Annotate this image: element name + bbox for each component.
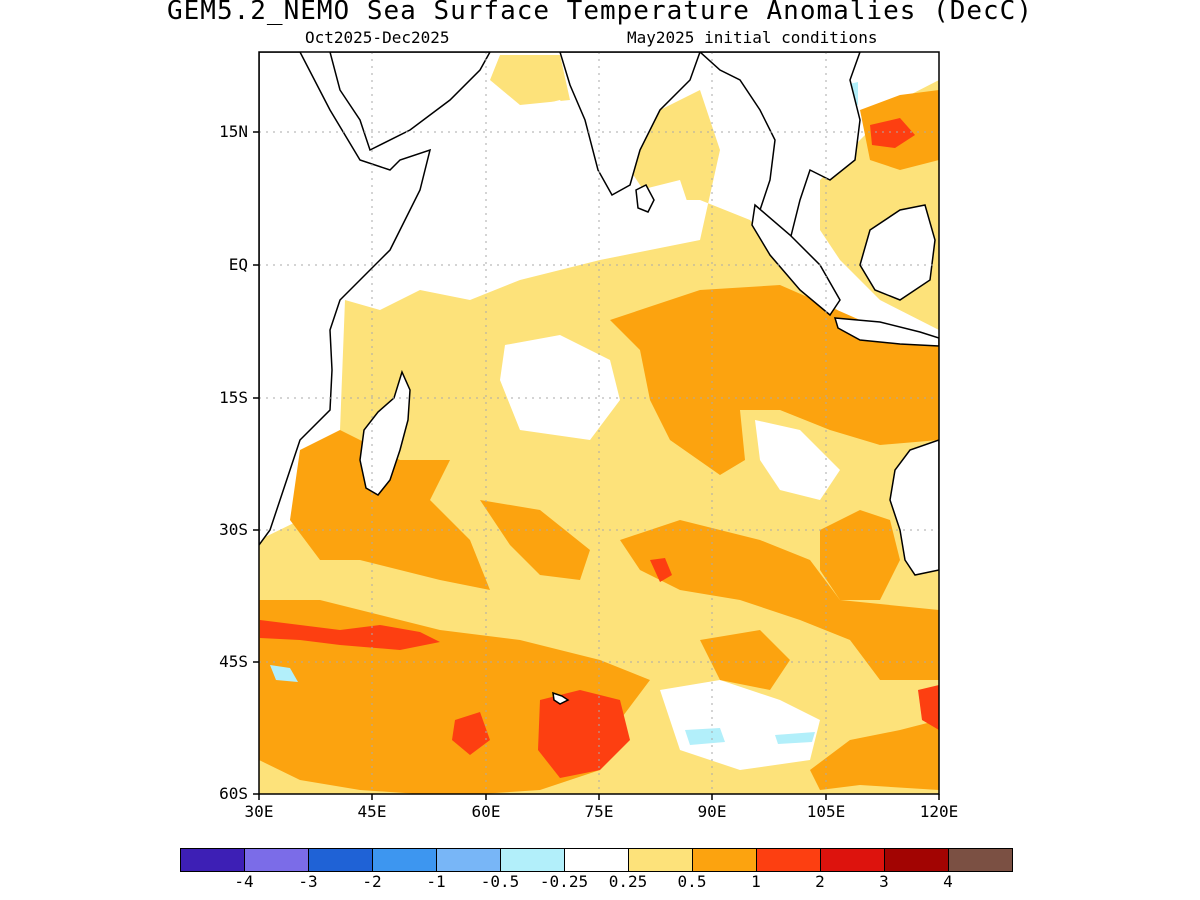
colorbar-label: 3	[879, 872, 889, 891]
colorbar-swatch	[821, 849, 885, 871]
lon-label-30e: 30E	[244, 802, 274, 821]
lon-label-60e: 60E	[471, 802, 501, 821]
lon-label-45e: 45E	[357, 802, 387, 821]
colorbar	[180, 848, 1013, 872]
colorbar-swatch	[373, 849, 437, 871]
kerguelen-island	[552, 691, 570, 705]
colorbar-swatch	[309, 849, 373, 871]
initial-conditions: May2025 initial conditions	[627, 28, 878, 47]
anomaly-region-moderate	[820, 510, 900, 600]
colorbar-swatch	[501, 849, 565, 871]
axis-ticks	[253, 131, 940, 800]
lon-label-75e: 75E	[584, 802, 614, 821]
anomaly-region-neutral	[660, 680, 820, 770]
sumatra-landmass	[751, 203, 841, 317]
colorbar-label: -2	[362, 872, 382, 891]
madagascar-landmass	[359, 369, 411, 496]
anomaly-region-moderate	[810, 720, 939, 790]
colorbar-label: -1	[426, 872, 446, 891]
map-title: GEM5.2_NEMO Sea Surface Temperature Anom…	[167, 0, 1033, 26]
colorbar-label: 1	[751, 872, 761, 891]
colorbar-swatch	[693, 849, 757, 871]
colorbar-label: 4	[943, 872, 953, 891]
lat-label-eq: EQ	[228, 255, 248, 274]
colorbar-swatch	[437, 849, 501, 871]
lat-label-15s: 15S	[219, 388, 248, 407]
anomaly-region-strong	[650, 558, 672, 582]
colorbar-swatch	[885, 849, 949, 871]
colorbar-swatch	[629, 849, 693, 871]
colorbar-label: 0.5	[677, 872, 707, 891]
anomaly-region-strong	[918, 685, 939, 730]
anomaly-region-weak	[259, 90, 939, 794]
java-landmass	[833, 317, 939, 347]
india-landmass	[559, 52, 701, 197]
anomaly-region-moderate	[480, 500, 590, 580]
anomaly-region-strong	[870, 118, 915, 148]
anomaly-region-weak-north	[490, 55, 570, 105]
lon-label-105e: 105E	[806, 802, 846, 821]
africa-landmass	[259, 52, 432, 547]
anomaly-region-cool	[775, 732, 815, 744]
borneo-landmass	[859, 204, 936, 301]
anomaly-region-moderate	[700, 630, 790, 690]
colorbar-label: -3	[298, 872, 318, 891]
anomaly-region-strong	[260, 620, 440, 650]
colorbar-label: -0.5	[480, 872, 520, 891]
colorbar-label: -0.25	[539, 872, 589, 891]
anomaly-region-moderate	[620, 520, 939, 680]
anomaly-region-cool	[685, 728, 725, 745]
colorbar-swatch	[949, 849, 1012, 871]
arabia-landmass	[329, 52, 491, 152]
colorbar-swatch	[245, 849, 309, 871]
colorbar-label: 2	[815, 872, 825, 891]
lat-label-15n: 15N	[219, 122, 248, 141]
colorbar-swatch	[565, 849, 629, 871]
anomaly-region-neutral	[500, 335, 620, 440]
lat-label-30s: 30S	[219, 520, 248, 539]
srilanka-landmass	[635, 184, 655, 213]
anomaly-region-neutral	[755, 420, 840, 500]
anomaly-region-strong	[538, 690, 630, 778]
anomaly-region-cool	[270, 665, 298, 682]
anomaly-region-moderate	[290, 430, 490, 590]
anomaly-region-strong	[452, 712, 490, 755]
colorbar-label: 0.25	[608, 872, 648, 891]
lat-label-60s: 60S	[219, 784, 248, 803]
australia-landmass	[889, 439, 939, 576]
forecast-period: Oct2025-Dec2025	[305, 28, 450, 47]
lat-label-45s: 45S	[219, 652, 248, 671]
lon-label-120e: 120E	[919, 802, 959, 821]
colorbar-label: -4	[234, 872, 254, 891]
colorbar-swatch	[757, 849, 821, 871]
colorbar-swatch	[181, 849, 245, 871]
map-grid	[259, 52, 939, 794]
lon-label-90e: 90E	[697, 802, 727, 821]
